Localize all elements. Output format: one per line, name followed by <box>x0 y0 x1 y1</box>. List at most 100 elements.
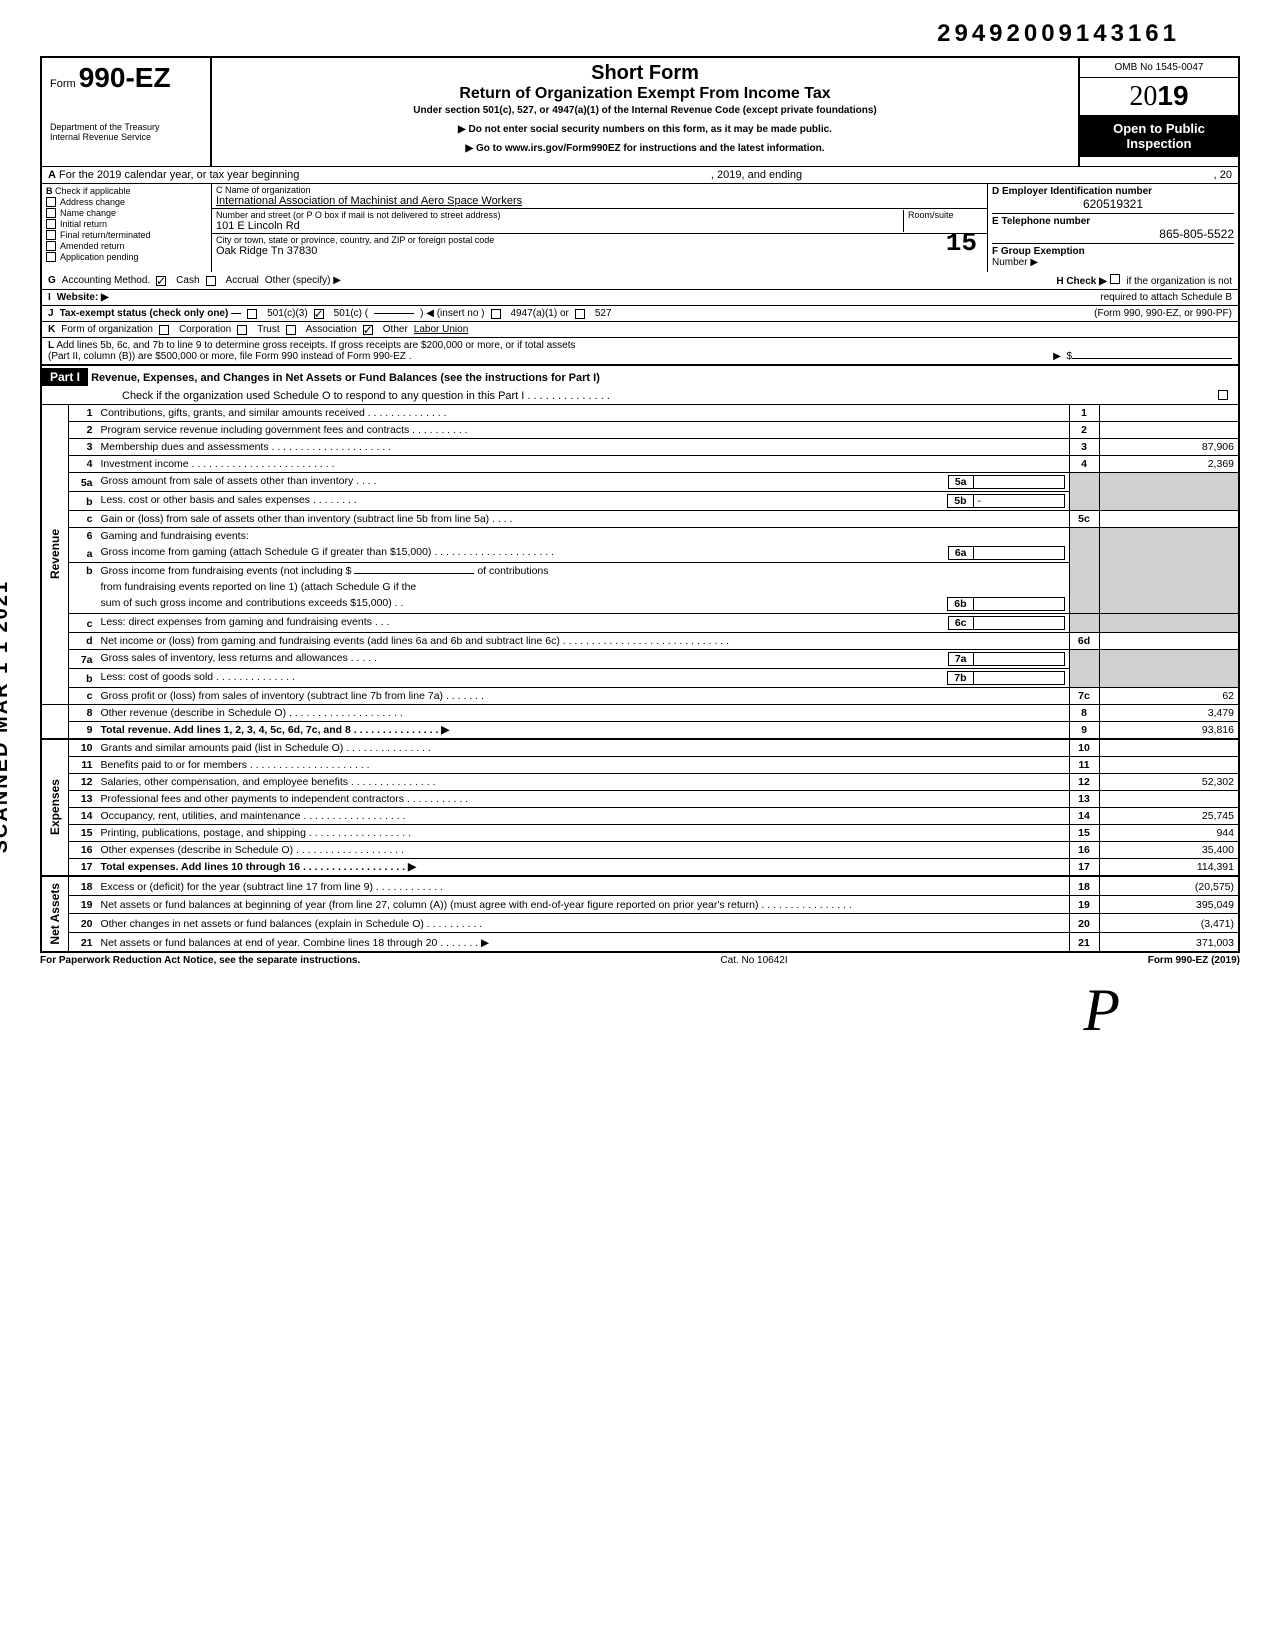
footer: For Paperwork Reduction Act Notice, see … <box>40 955 1240 966</box>
chk-amended[interactable] <box>46 241 56 251</box>
row-l: L Add lines 5b, 6c, and 7b to line 9 to … <box>40 338 1240 366</box>
chk-assoc[interactable] <box>286 325 296 335</box>
ln19-amt: 395,049 <box>1099 895 1239 914</box>
ln21-desc: Net assets or fund balances at end of ye… <box>97 932 1070 951</box>
ln10-desc: Grants and similar amounts paid (list in… <box>97 739 1070 757</box>
ln5b-ref: 5b <box>948 495 973 507</box>
ln4-ref: 4 <box>1069 456 1099 473</box>
ln6d-desc: Net income or (loss) from gaming and fun… <box>97 633 1070 650</box>
ln16-desc: Other expenses (describe in Schedule O) … <box>97 842 1070 859</box>
ln11-desc: Benefits paid to or for members . . . . … <box>97 757 1070 774</box>
ln7b-desc: Less: cost of goods sold . . . . . . . .… <box>101 671 295 683</box>
h3-text: required to attach Schedule B <box>1100 292 1232 303</box>
chk-accrual[interactable] <box>206 276 216 286</box>
ln7a-no: 7a <box>69 650 97 669</box>
chk-501c3[interactable] <box>247 309 257 319</box>
ln6b-d1: Gross income from fundraising events (no… <box>101 565 352 577</box>
chk-4947[interactable] <box>491 309 501 319</box>
chk-527[interactable] <box>575 309 585 319</box>
chk-h[interactable] <box>1110 274 1120 284</box>
ln8-desc: Other revenue (describe in Schedule O) .… <box>97 705 1070 722</box>
lbl-assoc: Association <box>306 324 357 335</box>
chk-trust[interactable] <box>237 325 247 335</box>
lbl-name-change: Name change <box>60 208 116 218</box>
ln5a-desc: Gross amount from sale of assets other t… <box>101 475 377 487</box>
ln12-desc: Salaries, other compensation, and employ… <box>97 774 1070 791</box>
chk-corp[interactable] <box>159 325 169 335</box>
ln6d-amt <box>1099 633 1239 650</box>
lbl-initial-return: Initial return <box>60 219 107 229</box>
chk-501c[interactable] <box>314 309 324 319</box>
ln6c-no: c <box>69 614 97 633</box>
lbl-cash: Cash <box>176 275 199 286</box>
b-hint: Check if applicable <box>55 186 131 196</box>
chk-schedule-o[interactable] <box>1218 390 1228 400</box>
ln3-desc: Membership dues and assessments . . . . … <box>97 439 1070 456</box>
ln5c-no: c <box>69 511 97 528</box>
ln10-amt <box>1099 739 1239 757</box>
ln19-desc: Net assets or fund balances at beginning… <box>97 895 1070 914</box>
row-g: G Accounting Method. Cash Accrual Other … <box>40 272 1240 290</box>
ein: 620519321 <box>992 197 1234 211</box>
ln6b-d3: from fundraising events reported on line… <box>97 579 1070 595</box>
side-expenses: Expenses <box>46 775 64 839</box>
ln9-no: 9 <box>69 722 97 740</box>
ln7b-ref: 7b <box>948 672 973 684</box>
ln13-ref: 13 <box>1069 791 1099 808</box>
ln17-desc: Total expenses. Add lines 10 through 16 … <box>101 861 417 873</box>
chk-cash[interactable] <box>156 276 166 286</box>
i-label: Website: ▶ <box>57 292 109 303</box>
lbl-amended: Amended return <box>60 241 125 251</box>
other-org-value: Labor Union <box>414 324 468 335</box>
e-label: E Telephone number <box>992 216 1090 227</box>
ln5b-desc: Less. cost or other basis and sales expe… <box>101 494 357 506</box>
chk-address-change[interactable] <box>46 197 56 207</box>
ln6a-desc: Gross income from gaming (attach Schedul… <box>101 546 554 558</box>
row-a-end: , 20 <box>1214 169 1232 181</box>
lines-table: Revenue 1Contributions, gifts, grants, a… <box>40 405 1240 953</box>
ln7a-desc: Gross sales of inventory, less returns a… <box>101 652 377 664</box>
lbl-501c3: 501(c)(3) <box>267 308 308 319</box>
lbl-other-org: Other <box>383 324 408 335</box>
ln11-no: 11 <box>69 757 97 774</box>
chk-app-pending[interactable] <box>46 252 56 262</box>
ln15-no: 15 <box>69 825 97 842</box>
title-short-form: Short Form <box>220 62 1070 85</box>
ln9-ref: 9 <box>1069 722 1099 740</box>
ln7c-amt: 62 <box>1099 688 1239 705</box>
subtitle: Under section 501(c), 527, or 4947(a)(1)… <box>220 105 1070 116</box>
form-prefix: Form <box>50 78 76 90</box>
ln3-no: 3 <box>69 439 97 456</box>
org-name: International Association of Machinist a… <box>216 195 983 207</box>
ln20-ref: 20 <box>1069 914 1099 933</box>
ln2-ref: 2 <box>1069 422 1099 439</box>
chk-initial-return[interactable] <box>46 219 56 229</box>
ln1-desc: Contributions, gifts, grants, and simila… <box>97 405 1070 422</box>
chk-final-return[interactable] <box>46 230 56 240</box>
ln5b-sub: - <box>974 495 1064 507</box>
ln5b-no: b <box>69 492 97 511</box>
chk-name-change[interactable] <box>46 208 56 218</box>
chk-other-org[interactable] <box>363 325 373 335</box>
footer-left: For Paperwork Reduction Act Notice, see … <box>40 955 360 966</box>
document-locator-number: 29492009143161 <box>40 20 1180 48</box>
irs-label: Internal Revenue Service <box>50 132 202 142</box>
ln10-no: 10 <box>69 739 97 757</box>
ln16-amt: 35,400 <box>1099 842 1239 859</box>
ln13-desc: Professional fees and other payments to … <box>97 791 1070 808</box>
ln4-desc: Investment income . . . . . . . . . . . … <box>97 456 1070 473</box>
side-revenue: Revenue <box>46 525 64 583</box>
h-label: H Check ▶ <box>1056 276 1106 287</box>
form-number: 990-EZ <box>79 62 171 93</box>
ln16-ref: 16 <box>1069 842 1099 859</box>
ln19-no: 19 <box>69 895 97 914</box>
ln1-no: 1 <box>69 405 97 422</box>
ln12-no: 12 <box>69 774 97 791</box>
ln6-desc: Gaming and fundraising events: <box>97 528 1070 545</box>
lbl-501c: 501(c) ( <box>334 308 368 319</box>
phone: 865-805-5522 <box>992 227 1234 241</box>
ln15-amt: 944 <box>1099 825 1239 842</box>
ln7b-no: b <box>69 669 97 688</box>
f-label2: Number ▶ <box>992 257 1038 268</box>
ln5c-amt <box>1099 511 1239 528</box>
